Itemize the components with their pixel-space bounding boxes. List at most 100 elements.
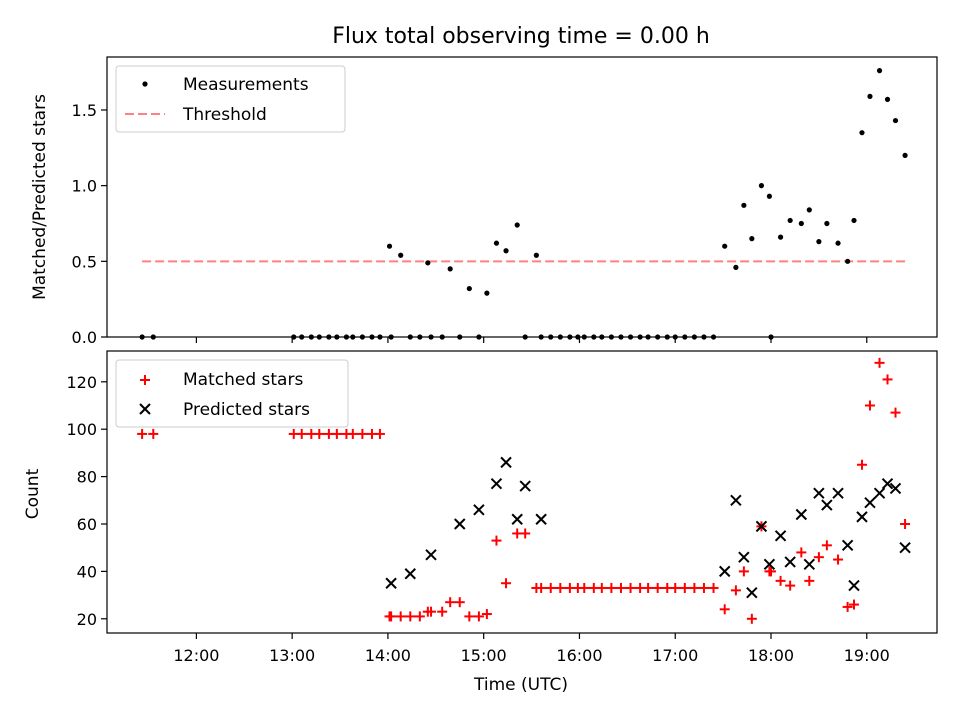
legend-matched-marker: [140, 375, 150, 385]
matched-star-point: [426, 606, 437, 617]
predicted-star-point: [511, 513, 523, 525]
measurement-point: [386, 243, 393, 249]
matched-star-point: [813, 552, 824, 563]
matched-star-point: [473, 611, 484, 622]
top-y-axis-label: Matched/Predicted stars: [30, 94, 50, 300]
matched-star-point: [738, 566, 749, 577]
matched-star-point: [579, 582, 590, 593]
matched-star-point: [606, 582, 617, 593]
matched-star-point: [615, 582, 626, 593]
predicted-star-point: [848, 579, 860, 592]
matched-star-point: [137, 428, 148, 439]
matched-star-point: [882, 374, 893, 385]
top-axis-ticks: 0.0 0.5 1.0 1.5: [72, 101, 868, 347]
measurement-point: [867, 93, 873, 99]
top-panel: 0.0 0.5 1.0 1.5 Matched/Predicted stars Mea…: [30, 56, 938, 347]
matched-star-point: [670, 582, 681, 593]
matched-star-point: [625, 582, 636, 593]
bottom-axis-ticks: 20 40 60 80 100 120 12:00 13:00 14:00 15:00 16:00 1…: [66, 373, 889, 665]
x-tick-label: 17:00: [652, 646, 698, 665]
matched-star-point: [785, 580, 796, 591]
top-y-tick-label: 1.0: [72, 177, 97, 196]
matched-star-point: [708, 582, 719, 593]
matched-star-point: [652, 582, 663, 593]
bottom-y-tick-label: 100: [66, 420, 97, 439]
matched-star-point: [796, 547, 807, 558]
predicted-star-point: [746, 587, 758, 599]
predicted-star-point: [841, 539, 854, 552]
matched-star-point: [520, 528, 531, 539]
matched-star-point: [874, 357, 885, 368]
predicted-star-point: [784, 556, 796, 568]
measurement-point: [484, 290, 490, 296]
x-tick-label: 14:00: [365, 646, 411, 665]
predicted-star-point: [881, 477, 894, 490]
predicted-star-point: [404, 568, 416, 580]
matched-star-point: [555, 582, 566, 593]
measurement-point: [493, 240, 500, 246]
matched-star-point: [679, 582, 690, 593]
measurement-point: [722, 243, 728, 249]
matched-star-point: [890, 407, 901, 418]
predicted-star-point: [813, 487, 825, 499]
matched-star-point: [689, 582, 700, 593]
measurement-point: [733, 264, 739, 270]
predicted-star-point: [490, 477, 503, 490]
bottom-panel: 20 40 60 80 100 120 12:00 13:00 14:00 15:00 16:00 1…: [23, 350, 938, 695]
x-tick-label: 15:00: [461, 646, 507, 665]
legend-measurements-marker: [142, 81, 148, 87]
legend-matched-label: Matched stars: [183, 370, 303, 390]
x-tick-label: 19:00: [844, 646, 890, 665]
matched-star-point: [719, 604, 730, 615]
bottom-y-tick-label: 20: [77, 610, 97, 629]
matched-star-point: [491, 535, 502, 546]
matched-star-point: [314, 428, 325, 439]
measurement-point: [533, 252, 539, 258]
measurement-point: [447, 266, 453, 272]
matched-star-point: [536, 582, 547, 593]
predicted-star-point: [385, 577, 397, 589]
matched-star-point: [148, 428, 159, 439]
matched-star-point: [545, 582, 556, 593]
measurement-point: [884, 96, 891, 102]
top-legend: Measurements Threshold: [115, 65, 346, 133]
matched-star-point: [766, 566, 776, 577]
matched-star-point: [856, 459, 867, 470]
measurement-point: [892, 117, 899, 124]
predicted-star-point: [763, 558, 776, 570]
measurement-point: [902, 152, 908, 158]
measurement-point: [741, 202, 747, 208]
top-legend-box: [115, 65, 346, 133]
measurement-point: [798, 220, 804, 227]
matched-star-point: [849, 599, 859, 610]
predicted-star-point: [803, 558, 816, 570]
bottom-plot-marks: [137, 357, 911, 624]
matched-star-point: [746, 613, 757, 624]
matched-star-point: [395, 611, 406, 622]
predicted-star-point: [519, 480, 531, 492]
predicted-star-point: [454, 518, 466, 530]
predicted-star-point: [864, 496, 876, 509]
legend-predicted-marker: [139, 403, 151, 415]
matched-star-point: [821, 540, 832, 551]
matched-star-point: [347, 428, 358, 439]
chart-title: Flux total observing time = 0.00 h: [332, 24, 710, 49]
measurement-point: [466, 285, 472, 292]
legend-threshold-label: Threshold: [182, 105, 267, 125]
x-axis-label: Time (UTC): [473, 675, 568, 695]
legend-measurements-label: Measurements: [183, 75, 309, 95]
measurement-point: [777, 234, 784, 240]
matched-star-point: [481, 609, 492, 620]
matched-star-point: [437, 606, 448, 617]
measurement-point: [816, 239, 822, 245]
predicted-star-point: [821, 499, 833, 511]
predicted-star-point: [755, 520, 768, 533]
matched-star-point: [414, 611, 425, 622]
measurement-point: [503, 248, 509, 254]
matched-star-point: [698, 582, 709, 593]
predicted-star-point: [856, 511, 868, 523]
measurement-point: [787, 217, 793, 224]
bottom-y-tick-label: 60: [77, 515, 97, 534]
x-tick-label: 13:00: [269, 646, 315, 665]
matched-star-point: [454, 597, 465, 608]
